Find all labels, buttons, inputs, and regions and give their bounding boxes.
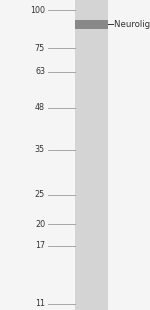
- Text: 20: 20: [35, 220, 45, 229]
- Text: 25: 25: [35, 190, 45, 199]
- Text: 17: 17: [35, 241, 45, 250]
- Bar: [75, 0, 108, 310]
- Text: 75: 75: [35, 44, 45, 53]
- Bar: [75, 20, 108, 29]
- Text: 100: 100: [30, 6, 45, 15]
- Text: Neuroligin 1: Neuroligin 1: [114, 20, 150, 29]
- Text: 35: 35: [35, 145, 45, 154]
- Text: 48: 48: [35, 103, 45, 112]
- Text: 63: 63: [35, 67, 45, 76]
- Text: 11: 11: [35, 299, 45, 308]
